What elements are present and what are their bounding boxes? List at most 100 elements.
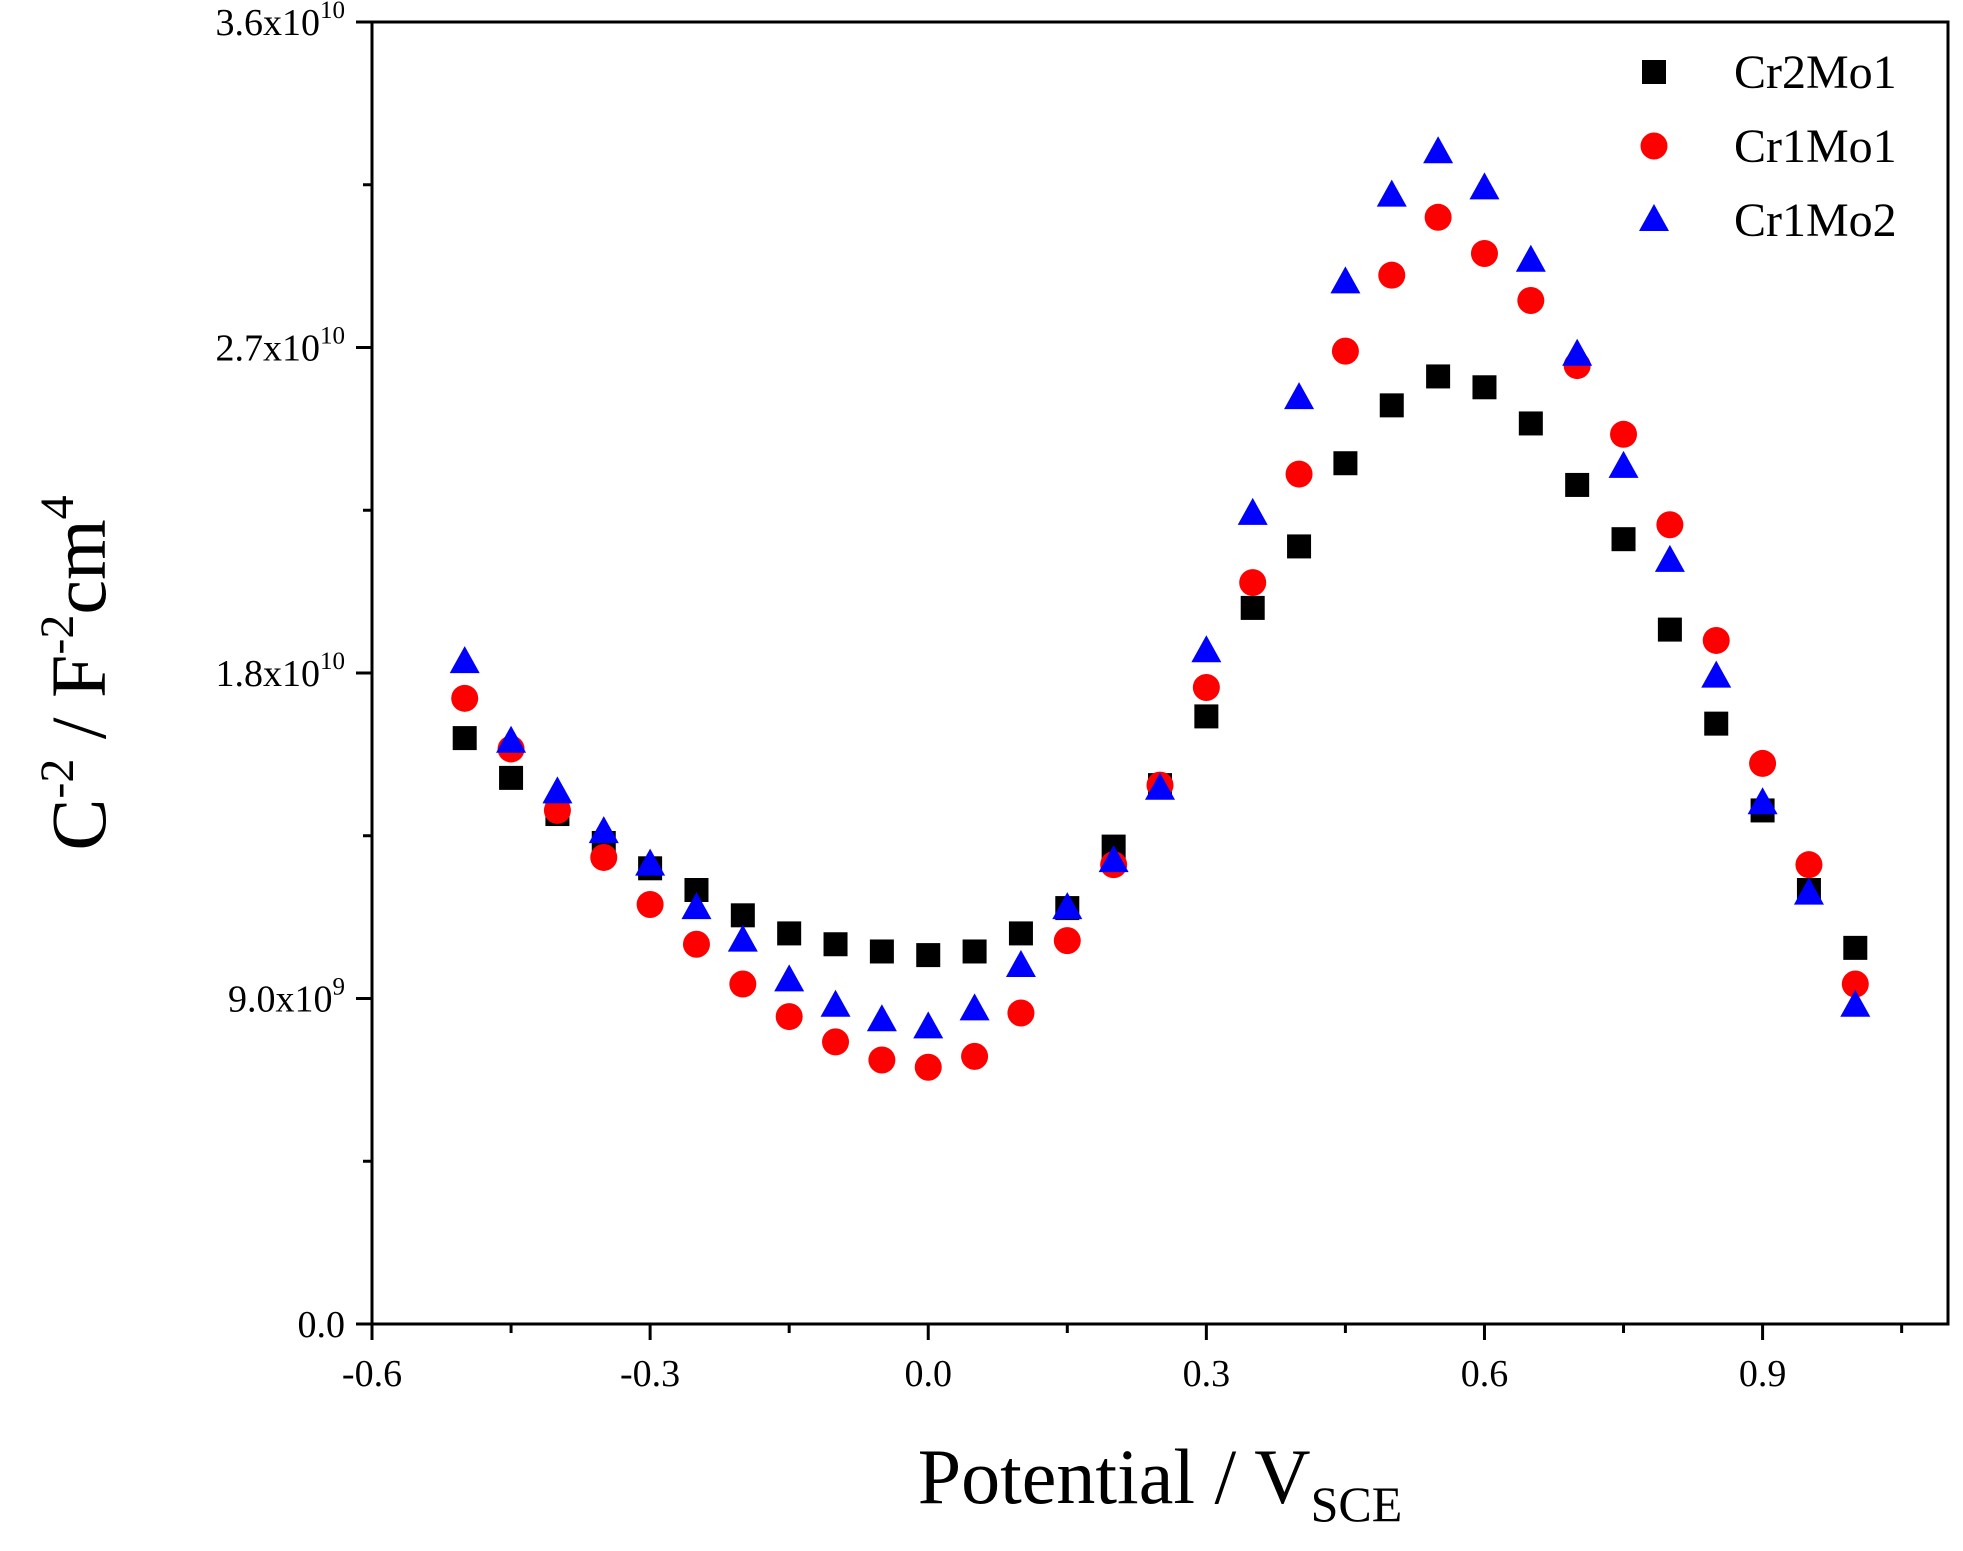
data-point-Cr2Mo1 xyxy=(777,921,802,946)
data-point-Cr1Mo2 xyxy=(820,989,851,1017)
legend-marker-Cr2Mo1 xyxy=(1642,60,1666,84)
y-tick-label: 1.8x1010 xyxy=(216,648,346,695)
data-point-Cr2Mo1 xyxy=(1472,375,1497,400)
data-point-Cr1Mo1 xyxy=(868,1046,896,1074)
data-point-Cr1Mo2 xyxy=(449,646,480,674)
x-axis-title-subscript: SCE xyxy=(1311,1476,1403,1532)
data-point-Cr2Mo1 xyxy=(1704,711,1729,736)
y-axis-title-sup-1: -2 xyxy=(31,759,84,799)
y-axis-title-base: C xyxy=(35,799,122,851)
data-point-Cr1Mo2 xyxy=(1701,660,1732,688)
data-point-Cr2Mo1 xyxy=(916,943,941,968)
data-point-Cr1Mo2 xyxy=(727,924,758,952)
data-point-Cr1Mo2 xyxy=(1098,845,1129,873)
data-point-Cr1Mo2 xyxy=(1052,892,1083,920)
data-point-Cr1Mo1 xyxy=(1795,851,1823,879)
data-point-Cr2Mo1 xyxy=(499,765,524,790)
legend-label-Cr1Mo2: Cr1Mo2 xyxy=(1734,194,1897,247)
data-point-Cr1Mo1 xyxy=(682,930,710,958)
data-point-Cr1Mo1 xyxy=(1007,999,1035,1027)
data-point-Cr1Mo2 xyxy=(866,1004,897,1032)
data-point-Cr1Mo1 xyxy=(590,843,618,871)
data-point-Cr1Mo2 xyxy=(1145,772,1175,800)
y-axis-title-sup-3: 4 xyxy=(31,495,84,519)
legend-item-Cr1Mo1: Cr1Mo1 xyxy=(1640,120,1897,173)
data-point-Cr2Mo1 xyxy=(962,939,987,964)
x-tick-label: -0.3 xyxy=(620,1353,680,1395)
data-point-Cr1Mo2 xyxy=(635,848,666,876)
data-point-Cr2Mo1 xyxy=(1287,534,1312,559)
data-point-Cr1Mo1 xyxy=(1702,626,1730,654)
legend-label-Cr2Mo1: Cr2Mo1 xyxy=(1734,46,1897,99)
x-tick-label: 0.0 xyxy=(904,1353,952,1395)
data-point-Cr1Mo1 xyxy=(961,1042,989,1070)
data-point-Cr1Mo1 xyxy=(729,970,757,998)
y-tick-label-mantissa: 1.8x10 xyxy=(216,653,321,695)
data-point-Cr2Mo1 xyxy=(869,939,894,964)
data-point-Cr1Mo1 xyxy=(1424,203,1452,231)
data-point-Cr1Mo2 xyxy=(1654,544,1685,572)
data-point-Cr2Mo1 xyxy=(1240,595,1265,620)
y-axis-title-mid: / F xyxy=(35,655,122,759)
data-point-Cr1Mo1 xyxy=(1285,460,1313,488)
tick-labels: -0.6 -0.3 0.0 0.3 0.6 0.90.09.0x1091.8x10102.… xyxy=(216,0,1787,1395)
series-Cr1Mo2 xyxy=(449,136,1871,1039)
data-point-Cr1Mo1 xyxy=(1192,673,1220,701)
data-point-Cr1Mo1 xyxy=(1331,337,1359,365)
y-axis-title-unit: cm xyxy=(35,519,122,614)
data-point-Cr1Mo2 xyxy=(959,993,990,1021)
y-tick-label: 3.6x1010 xyxy=(216,0,346,44)
data-point-Cr1Mo2 xyxy=(913,1011,944,1039)
data-point-Cr2Mo1 xyxy=(1426,364,1451,389)
data-point-Cr1Mo2 xyxy=(681,892,712,920)
data-point-Cr1Mo1 xyxy=(1517,286,1545,314)
data-point-Cr1Mo2 xyxy=(1747,787,1778,815)
legend-marker-Cr1Mo1 xyxy=(1640,132,1668,160)
data-point-Cr1Mo2 xyxy=(774,964,805,992)
data-point-Cr2Mo1 xyxy=(1611,527,1636,552)
y-tick-label-mantissa: 9.0x10 xyxy=(228,979,333,1021)
data-point-Cr2Mo1 xyxy=(1194,704,1219,729)
data-point-Cr1Mo2 xyxy=(588,816,619,844)
data-point-Cr1Mo2 xyxy=(1469,172,1500,200)
data-point-Cr1Mo2 xyxy=(1330,266,1361,294)
data-point-Cr2Mo1 xyxy=(1379,393,1404,418)
data-point-Cr1Mo2 xyxy=(1423,136,1454,164)
y-tick-label: 9.0x109 xyxy=(228,974,345,1021)
data-point-Cr1Mo1 xyxy=(822,1028,850,1056)
data-point-Cr1Mo1 xyxy=(1470,239,1498,267)
y-axis-title-sup-2: -2 xyxy=(31,615,84,655)
data-point-Cr1Mo1 xyxy=(1053,927,1081,955)
data-point-Cr1Mo1 xyxy=(1378,261,1406,289)
y-tick-label-exponent: 10 xyxy=(320,323,345,350)
legend-label-Cr1Mo1: Cr1Mo1 xyxy=(1734,120,1897,173)
data-point-Cr1Mo1 xyxy=(1239,569,1267,597)
legend: Cr2Mo1 Cr1Mo1 Cr1Mo2 xyxy=(1639,46,1897,247)
x-axis-title-main: Potential / V xyxy=(918,1433,1311,1520)
y-tick-label: 0.0 xyxy=(298,1304,346,1346)
data-point-Cr1Mo2 xyxy=(1515,244,1546,272)
data-point-Cr2Mo1 xyxy=(730,903,755,928)
axis-ticks xyxy=(356,20,1904,1340)
data-point-Cr1Mo1 xyxy=(1841,970,1869,998)
y-tick-label-exponent: 10 xyxy=(320,648,345,675)
data-point-Cr1Mo2 xyxy=(1284,382,1315,410)
data-point-Cr1Mo2 xyxy=(1237,497,1268,525)
data-point-Cr1Mo2 xyxy=(496,725,527,753)
data-point-Cr1Mo1 xyxy=(1656,511,1684,539)
data-point-Cr1Mo1 xyxy=(1610,420,1638,448)
data-point-Cr2Mo1 xyxy=(1843,935,1868,960)
data-point-Cr1Mo2 xyxy=(1793,877,1824,905)
data-point-Cr2Mo1 xyxy=(1333,451,1358,476)
data-point-Cr2Mo1 xyxy=(1657,617,1682,642)
x-axis-title: Potential / VSCE xyxy=(918,1433,1403,1532)
y-tick-label-exponent: 9 xyxy=(333,974,346,1001)
data-point-Cr2Mo1 xyxy=(452,726,477,751)
y-tick-label-mantissa: 3.6x10 xyxy=(216,2,321,44)
data-point-Cr1Mo2 xyxy=(542,776,573,804)
data-point-Cr1Mo1 xyxy=(451,684,479,712)
y-axis-title: C-2 / F-2cm4 xyxy=(31,495,122,850)
y-tick-label-mantissa: 0.0 xyxy=(298,1304,346,1346)
